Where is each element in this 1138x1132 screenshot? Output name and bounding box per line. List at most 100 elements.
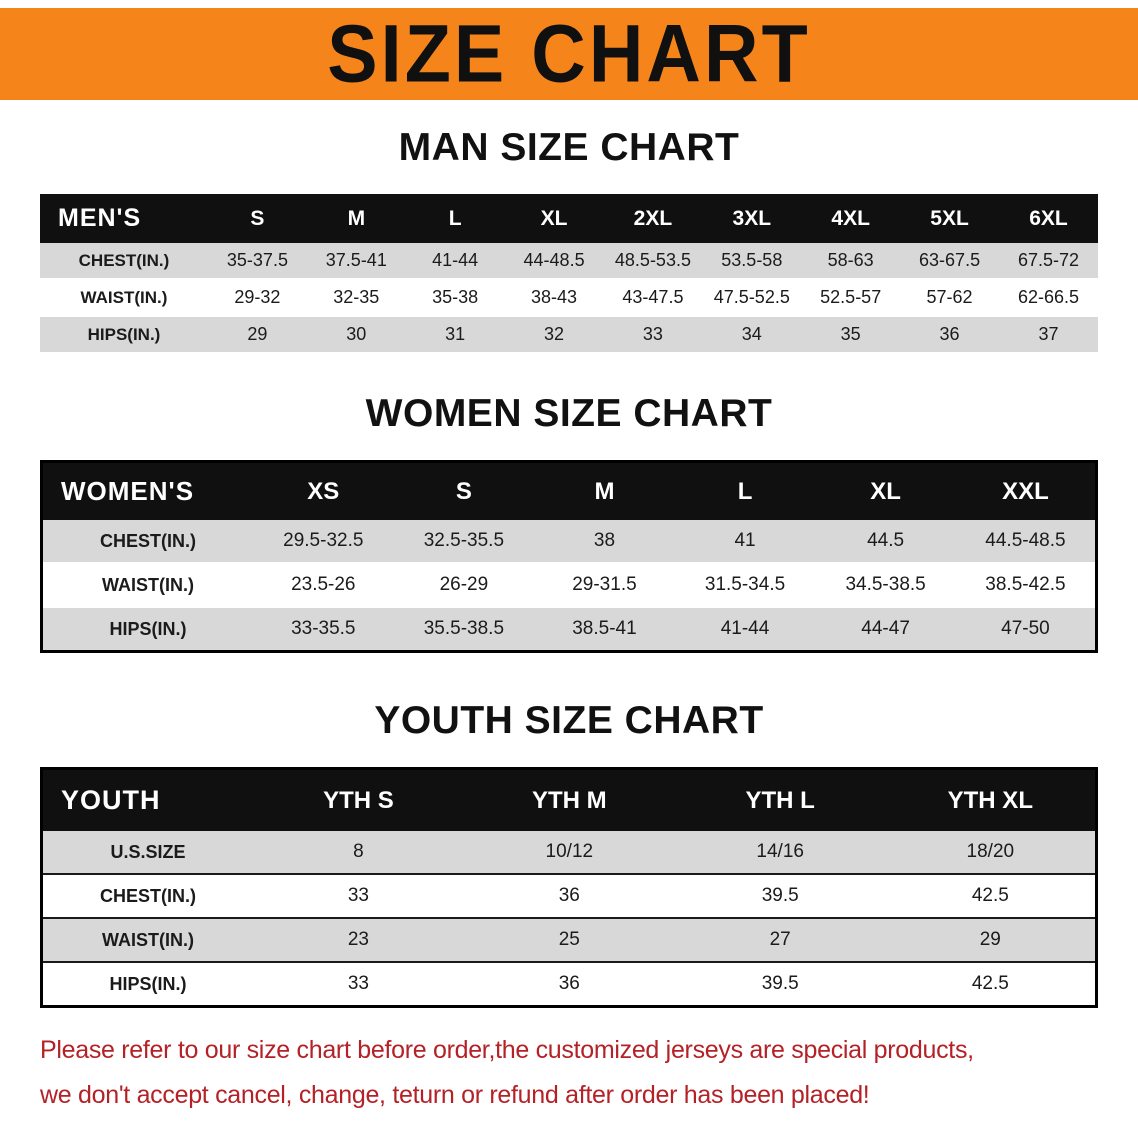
table-row: HIPS(IN.) 33 36 39.5 42.5	[41, 962, 1097, 1007]
size-value-cell: 44-48.5	[523, 250, 585, 270]
table-header-row: WOMEN'S XS S M L XL XXL	[41, 461, 1097, 520]
table-row: WAIST(IN.) 23.5-26 26-29 29-31.5 31.5-34.5 34…	[41, 563, 1097, 607]
size-column-header: 6XL	[999, 194, 1098, 243]
size-value-cell: 39.5	[761, 973, 799, 994]
size-value-cell: 25	[558, 929, 580, 950]
size-column-header: S	[393, 461, 535, 520]
size-value-cell: 43-47.5	[622, 287, 684, 307]
size-value-cell: 36	[558, 885, 580, 906]
measurement-row-label: U.S.SIZE	[110, 841, 186, 862]
size-value-cell: 39.5	[761, 885, 799, 906]
size-value-cell: 8	[353, 841, 364, 862]
size-value-cell: 38	[593, 530, 616, 551]
size-column-header: YTH XL	[885, 768, 1097, 831]
size-value-cell: 37.5-41	[325, 250, 387, 270]
size-column-header: L	[405, 194, 505, 243]
size-value-cell: 29-32	[234, 287, 281, 307]
size-value-cell: 35.5-38.5	[423, 618, 505, 639]
size-value-cell: 33	[347, 885, 369, 906]
size-value-cell: 18/20	[966, 841, 1015, 862]
measurement-row-label: WAIST(IN.)	[80, 287, 168, 307]
men-size-section: MAN SIZE CHART MEN'S S M L XL 2XL 3XL 4XL 5XL 6XL…	[0, 126, 1138, 354]
banner: SIZE CHART	[0, 8, 1138, 100]
size-column-header: XL	[504, 194, 604, 243]
size-column-header: XXL	[955, 461, 1097, 520]
size-value-cell: 33	[347, 973, 369, 994]
measurement-row-label: CHEST(IN.)	[100, 885, 196, 906]
size-column-header: XS	[253, 461, 394, 520]
disclaimer-line-2: we don't accept cancel, change, teturn o…	[40, 1081, 870, 1109]
youth-size-table: YOUTH YTH S YTH M YTH L YTH XL U.S.SIZE 8 10/12…	[40, 767, 1098, 1008]
table-row: U.S.SIZE 8 10/12 14/16 18/20	[41, 831, 1097, 874]
size-column-header: YTH M	[463, 768, 675, 831]
size-value-cell: 67.5-72	[1017, 250, 1080, 270]
banner-title: SIZE CHART	[327, 7, 811, 100]
youth-size-section: YOUTH SIZE CHART YOUTH YTH S YTH M YTH L YTH…	[0, 699, 1138, 1008]
size-column-header: YTH L	[674, 768, 886, 831]
size-value-cell: 41	[734, 530, 756, 551]
measurement-row-label: HIPS(IN.)	[109, 973, 187, 994]
men-size-table: MEN'S S M L XL 2XL 3XL 4XL 5XL 6XL CHEST(IN.) 35-37…	[40, 194, 1098, 354]
size-value-cell: 10/12	[545, 841, 594, 862]
table-corner-label: YOUTH	[41, 768, 253, 831]
size-value-cell: 47-50	[1001, 618, 1050, 639]
size-value-cell: 42.5	[971, 885, 1009, 906]
size-value-cell: 32.5-35.5	[423, 530, 505, 551]
size-value-cell: 42.5	[971, 973, 1009, 994]
men-chart-title: MAN SIZE CHART	[398, 126, 740, 169]
size-value-cell: 29	[247, 324, 268, 344]
size-column-header: YTH S	[253, 768, 464, 831]
measurement-row-label: WAIST(IN.)	[102, 929, 194, 950]
size-value-cell: 53.5-58	[721, 250, 783, 270]
size-value-cell: 37	[1038, 324, 1059, 344]
table-row: CHEST(IN.) 29.5-32.5 32.5-35.5 38 41 44.5 44.5…	[41, 520, 1097, 563]
size-value-cell: 33-35.5	[291, 618, 356, 639]
size-value-cell: 48.5-53.5	[614, 250, 691, 270]
table-header-row: YOUTH YTH S YTH M YTH L YTH XL	[41, 768, 1097, 831]
size-value-cell: 41-44	[432, 250, 479, 270]
measurement-row-label: CHEST(IN.)	[78, 250, 170, 270]
women-size-section: WOMEN SIZE CHART WOMEN'S XS S M L XL XXL CHEST(…	[0, 392, 1138, 653]
size-value-cell: 34.5-38.5	[845, 574, 926, 595]
size-value-cell: 29-31.5	[572, 574, 637, 595]
size-value-cell: 33	[642, 324, 663, 344]
size-value-cell: 23.5-26	[291, 574, 356, 595]
size-value-cell: 57-62	[926, 287, 973, 307]
women-chart-title: WOMEN SIZE CHART	[365, 392, 773, 435]
charts-area: MAN SIZE CHART MEN'S S M L XL 2XL 3XL 4XL 5XL 6XL…	[0, 126, 1138, 1008]
size-value-cell: 27	[769, 929, 791, 950]
size-value-cell: 35-38	[432, 287, 479, 307]
size-value-cell: 32	[544, 324, 565, 344]
table-row: HIPS(IN.) 29 30 31 32 33 34 35 36 37	[40, 316, 1098, 353]
table-header-row: MEN'S S M L XL 2XL 3XL 4XL 5XL 6XL	[40, 194, 1098, 243]
size-value-cell: 29.5-32.5	[283, 530, 364, 551]
size-column-header: 4XL	[801, 194, 901, 243]
size-value-cell: 62-66.5	[1017, 287, 1080, 307]
size-value-cell: 32-35	[333, 287, 380, 307]
measurement-row-label: HIPS(IN.)	[87, 324, 161, 344]
size-column-header: 5XL	[900, 194, 999, 243]
table-row: CHEST(IN.) 33 36 39.5 42.5	[41, 874, 1097, 918]
disclaimer: Please refer to our size chart before or…	[40, 1028, 1138, 1118]
table-row: WAIST(IN.) 29-32 32-35 35-38 38-43 43-47.5 47.…	[40, 279, 1098, 316]
measurement-row-label: CHEST(IN.)	[100, 530, 196, 551]
size-value-cell: 44-47	[861, 618, 910, 639]
size-value-cell: 38-43	[531, 287, 578, 307]
size-value-cell: 44.5	[867, 530, 905, 551]
size-value-cell: 14/16	[756, 841, 804, 862]
measurement-row-label: WAIST(IN.)	[102, 574, 194, 595]
size-value-cell: 29	[979, 929, 1001, 950]
size-value-cell: 47.5-52.5	[713, 287, 790, 307]
size-value-cell: 38.5-41	[572, 618, 637, 639]
women-size-table: WOMEN'S XS S M L XL XXL CHEST(IN.) 29.5-32.5 32.5…	[40, 460, 1098, 653]
size-column-header: M	[534, 461, 675, 520]
size-value-cell: 35	[840, 324, 861, 344]
table-row: CHEST(IN.) 35-37.5 37.5-41 41-44 44-48.5 48.5…	[40, 243, 1098, 279]
size-value-cell: 36	[939, 324, 960, 344]
table-corner-label: WOMEN'S	[41, 461, 253, 520]
table-row: WAIST(IN.) 23 25 27 29	[41, 918, 1097, 962]
size-value-cell: 38.5-42.5	[985, 574, 1066, 595]
size-value-cell: 31	[445, 324, 466, 344]
measurement-row-label: HIPS(IN.)	[109, 618, 187, 639]
